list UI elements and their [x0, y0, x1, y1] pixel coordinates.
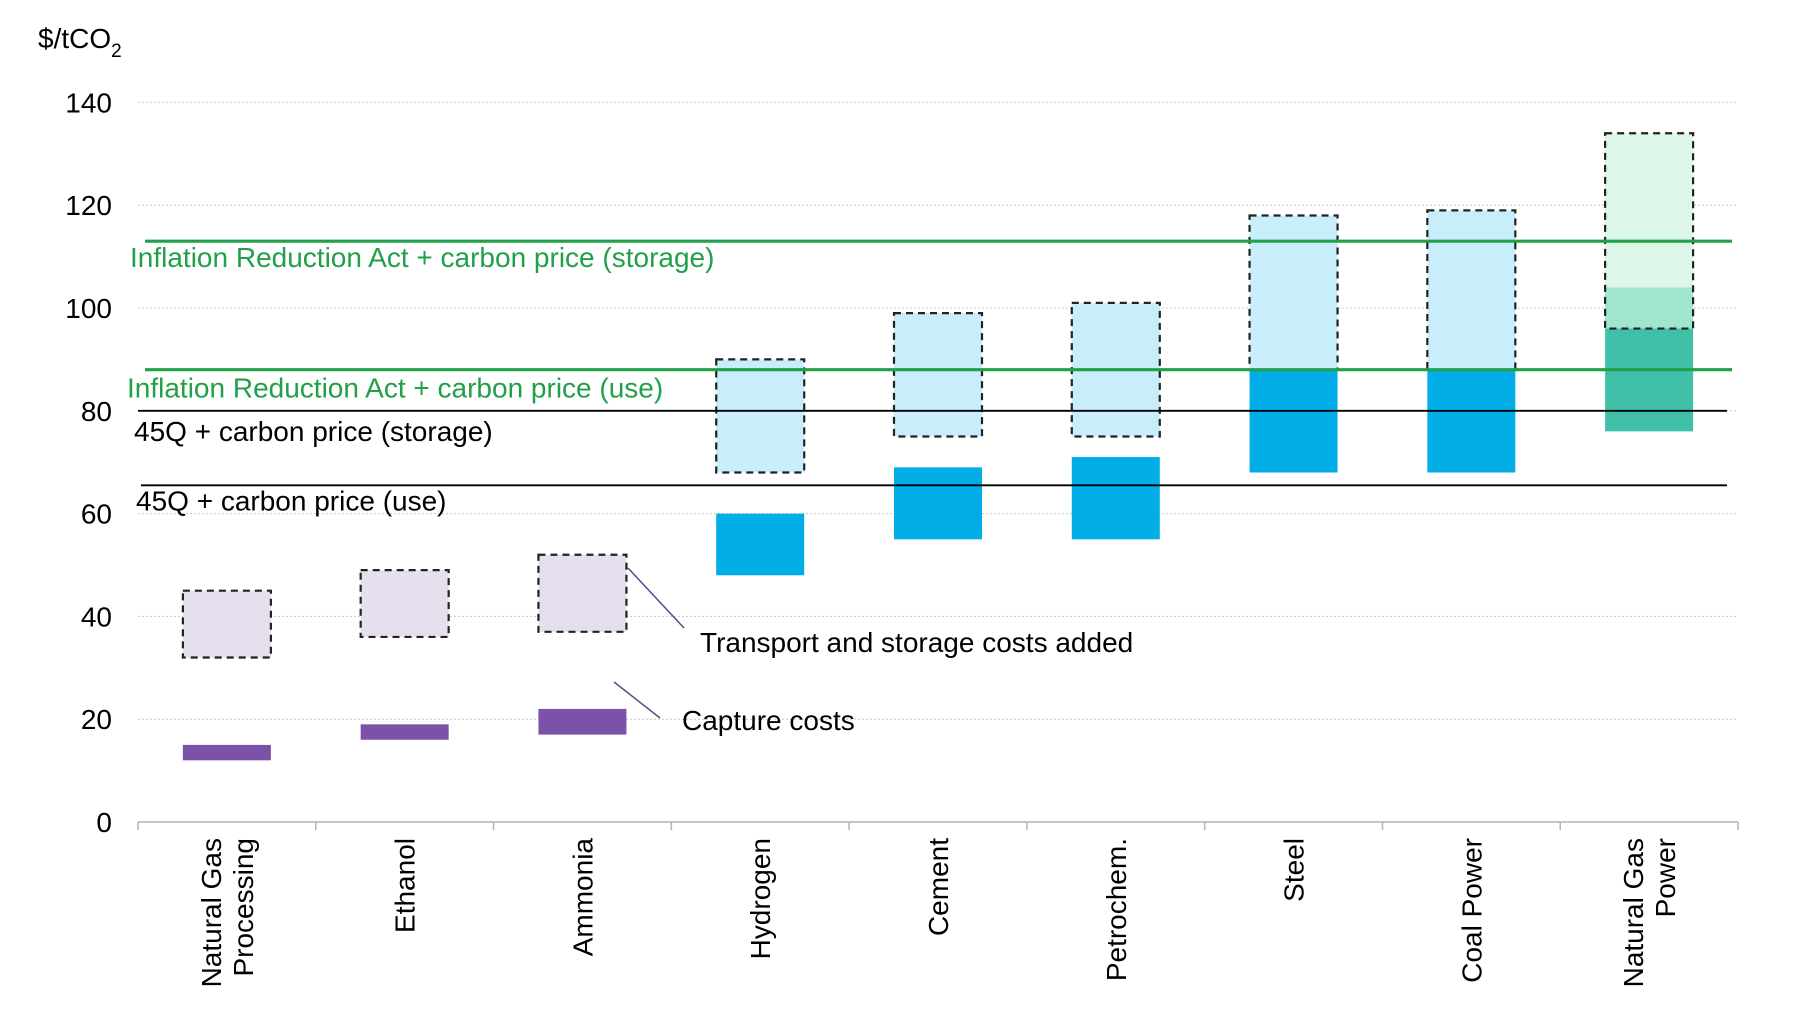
category-label: Processing	[228, 838, 259, 977]
capture-cost-bar	[538, 708, 627, 735]
annotation-capture-costs: Capture costs	[682, 705, 855, 736]
transport-storage-bar	[894, 313, 982, 437]
transport-storage-bar	[538, 554, 627, 632]
capture-cost-bar	[1605, 328, 1694, 432]
category-label: Ammonia	[567, 838, 598, 957]
category-label: Natural Gas	[1618, 838, 1649, 987]
y-tick-label: 80	[81, 396, 112, 427]
y-tick-label: 0	[96, 807, 112, 838]
category-label: Natural Gas	[196, 838, 227, 987]
capture-cost-bar	[894, 467, 982, 540]
transport-storage-bar	[716, 359, 805, 473]
transport-storage-bar	[182, 590, 271, 658]
y-axis-title-subscript: 2	[111, 41, 122, 62]
category-label: Steel	[1279, 838, 1310, 902]
annotation-leader-transport	[627, 567, 685, 629]
y-axis-title-main: $/tCO	[38, 23, 111, 54]
category-label: Ethanol	[390, 838, 421, 933]
bars	[181, 132, 1695, 761]
category-label: Coal Power	[1456, 838, 1487, 983]
capture-cost-bar	[1071, 457, 1160, 540]
y-axis-title: $/tCO2	[38, 23, 122, 62]
annotation-transport-storage: Transport and storage costs added	[700, 627, 1133, 658]
category-labels: Natural Gas Processing Ethanol Ammonia Hydro…	[196, 838, 1681, 988]
y-axis-ticks: 0 20 40 60 80 100 120 140	[65, 87, 112, 838]
reference-lines: Inflation Reduction Act + carbon price (…	[127, 239, 1732, 516]
capture-cost-bar	[716, 513, 805, 576]
category-label: Hydrogen	[745, 838, 776, 959]
transport-storage-outline	[181, 589, 272, 659]
transport-storage-bar	[1427, 210, 1516, 370]
transport-storage-mid-band	[1605, 287, 1694, 329]
transport-storage-outline	[1604, 132, 1695, 330]
transport-storage-bar	[1249, 215, 1338, 370]
y-tick-label: 120	[65, 190, 112, 221]
capture-cost-bar	[182, 744, 271, 761]
category-label: Power	[1650, 838, 1681, 917]
capture-cost-bar	[360, 724, 449, 740]
annotations: Transport and storage costs added Capture…	[613, 567, 1133, 736]
capture-cost-bar	[1427, 369, 1516, 473]
reference-line-label: Inflation Reduction Act + carbon price (…	[130, 242, 714, 273]
category-label: Petrochem.	[1101, 838, 1132, 981]
category-label: Cement	[923, 838, 954, 936]
reference-line-label: 45Q + carbon price (storage)	[134, 416, 493, 447]
annotation-leader-capture	[613, 681, 661, 719]
y-tick-label: 40	[81, 601, 112, 632]
transport-storage-outline	[715, 358, 806, 474]
reference-line-label: Inflation Reduction Act + carbon price (…	[127, 373, 663, 404]
y-tick-label: 140	[65, 87, 112, 118]
y-tick-label: 20	[81, 704, 112, 735]
x-axis	[137, 821, 1739, 830]
transport-storage-outline	[537, 553, 628, 633]
transport-storage-outline	[359, 569, 450, 639]
reference-line-label: 45Q + carbon price (use)	[136, 485, 447, 516]
capture-cost-bar	[1249, 369, 1338, 473]
transport-storage-bar	[360, 570, 449, 637]
transport-storage-outline	[892, 312, 984, 438]
y-tick-label: 100	[65, 293, 112, 324]
y-tick-label: 60	[81, 499, 112, 530]
